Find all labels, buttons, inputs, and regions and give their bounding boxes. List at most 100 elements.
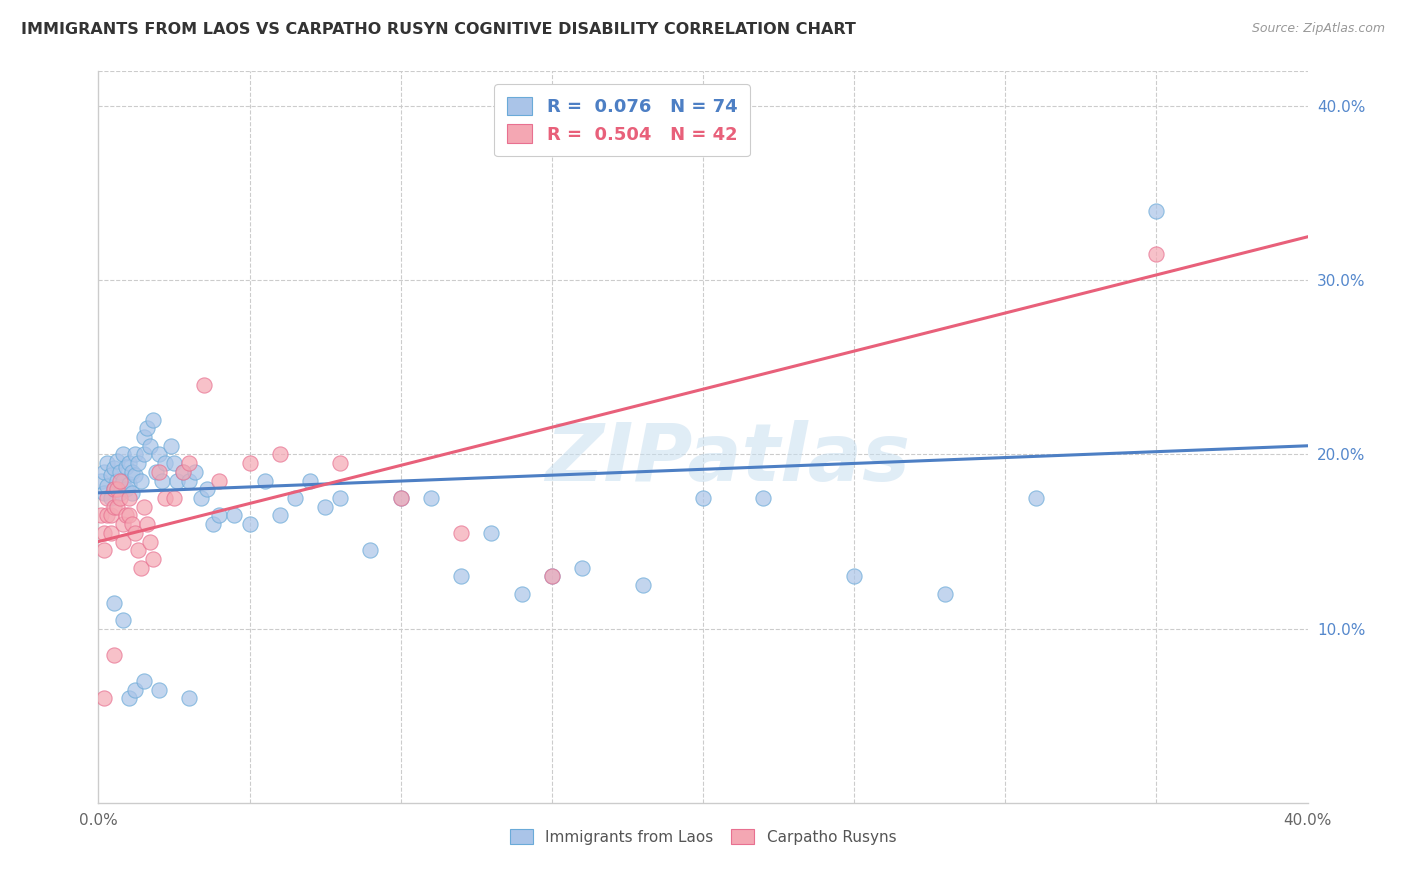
Point [142,552,165,566]
Point [208,474,231,488]
Point [129,560,152,574]
Point [100,491,122,505]
Point [103,483,125,497]
Point [179,456,201,470]
Point [124,525,146,540]
Point [360,543,382,558]
Point [145,465,167,479]
Point [121,485,143,500]
Point [190,491,212,505]
Point [111,517,134,532]
Point [100,525,122,540]
Point [105,474,128,488]
Point [329,491,352,505]
Point [153,456,176,470]
Point [103,500,125,514]
Point [111,448,134,462]
Point [389,491,412,505]
Point [90,508,112,523]
Point [96,491,118,505]
Point [631,578,654,592]
Point [450,525,472,540]
Point [105,483,128,497]
Point [510,587,533,601]
Point [100,468,122,483]
Point [148,448,170,462]
Point [224,508,246,523]
Point [118,691,141,706]
Point [93,543,115,558]
Point [127,543,149,558]
Point [1144,247,1167,261]
Point [284,491,307,505]
Point [450,569,472,583]
Point [195,483,218,497]
Point [420,491,443,505]
Point [103,483,125,497]
Point [163,491,186,505]
Point [103,595,125,609]
Point [239,456,262,470]
Point [934,587,956,601]
Point [96,508,118,523]
Point [129,474,152,488]
Point [179,474,201,488]
Point [540,569,562,583]
Point [139,439,162,453]
Point [540,569,562,583]
Point [108,485,131,500]
Text: Source: ZipAtlas.com: Source: ZipAtlas.com [1251,22,1385,36]
Point [114,459,136,474]
Point [166,474,188,488]
Point [1024,491,1046,505]
Point [118,456,141,470]
Point [111,613,134,627]
Point [114,508,136,523]
Point [142,412,165,426]
Point [193,377,215,392]
Point [389,491,412,505]
Point [121,517,143,532]
Point [253,474,276,488]
Point [105,500,128,514]
Point [132,673,155,688]
Point [135,421,157,435]
Point [692,491,714,505]
Point [160,439,183,453]
Point [93,525,115,540]
Point [208,508,231,523]
Point [269,448,291,462]
Point [571,560,593,574]
Point [111,534,134,549]
Point [1144,203,1167,218]
Point [118,491,141,505]
Point [96,479,118,493]
Point [103,648,125,662]
Point [329,456,352,470]
Point [103,461,125,475]
Point [239,517,262,532]
Point [202,517,225,532]
Point [132,430,155,444]
Text: IMMIGRANTS FROM LAOS VS CARPATHO RUSYN COGNITIVE DISABILITY CORRELATION CHART: IMMIGRANTS FROM LAOS VS CARPATHO RUSYN C… [21,22,856,37]
Point [108,465,131,479]
Point [124,468,146,483]
Point [269,508,291,523]
Point [118,477,141,491]
Point [93,485,115,500]
Point [132,448,155,462]
Point [314,500,336,514]
Point [111,474,134,488]
Legend: Immigrants from Laos, Carpatho Rusyns: Immigrants from Laos, Carpatho Rusyns [501,820,905,854]
Point [135,517,157,532]
Point [139,534,162,549]
Point [153,491,176,505]
Point [100,508,122,523]
Point [118,508,141,523]
Point [481,525,503,540]
Point [172,465,194,479]
Point [105,454,128,468]
Text: ZIPatlas: ZIPatlas [544,420,910,498]
Point [132,500,155,514]
Point [93,691,115,706]
